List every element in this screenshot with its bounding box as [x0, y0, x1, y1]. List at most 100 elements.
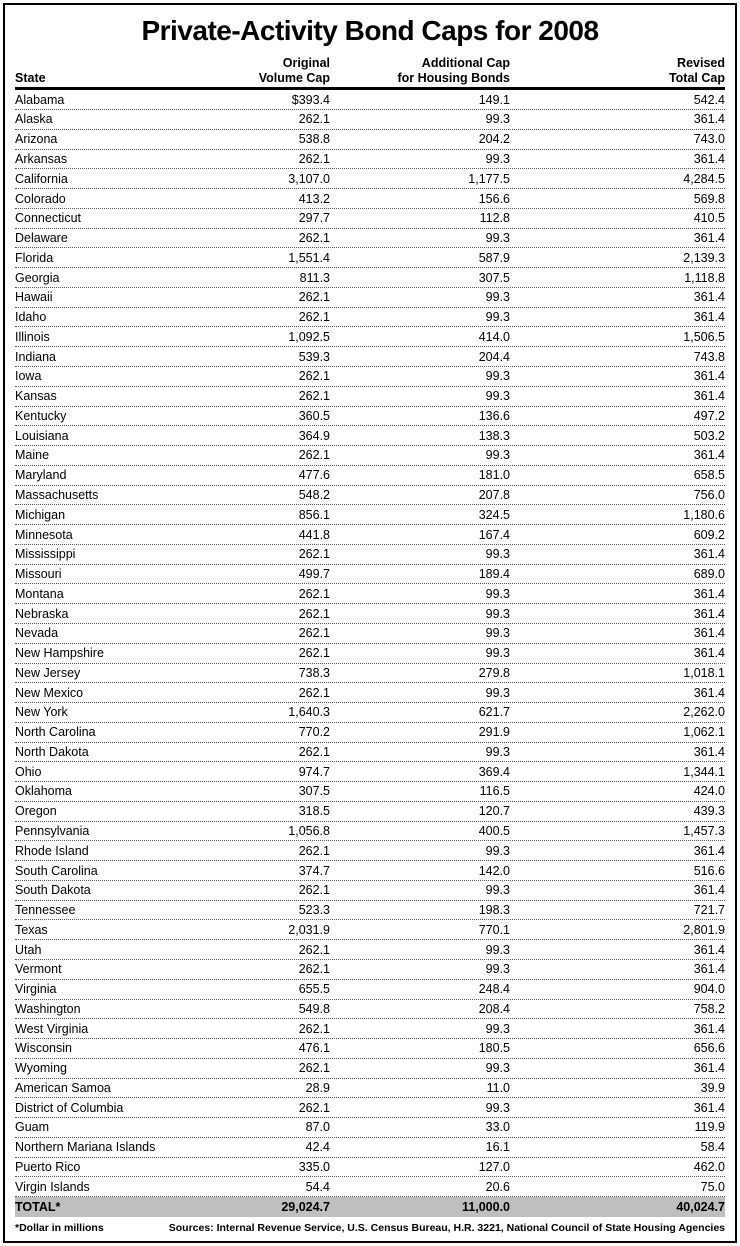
original-volume-cap-cell: 539.3: [298, 349, 330, 364]
state-cell: Michigan: [15, 507, 66, 522]
additional-cap-cell: 99.3: [485, 369, 510, 384]
additional-cap-cell: 291.9: [478, 725, 510, 740]
table-row: Georgia 811.3 307.5 1,118.8: [15, 268, 725, 288]
additional-cap-cell: 181.0: [478, 468, 510, 483]
revised-total-cap-cell: 758.2: [693, 1001, 725, 1016]
table-row: Maine 262.1 99.3 361.4: [15, 446, 725, 466]
additional-cap-cell: 99.3: [485, 448, 510, 463]
revised-total-cap-cell: 1,018.1: [683, 665, 725, 680]
original-volume-cap-cell: 1,056.8: [288, 824, 330, 838]
revised-total-cap-cell: 361.4: [693, 389, 725, 404]
table-row: Oklahoma 307.5 116.5 424.0: [15, 782, 725, 802]
table-row: Wyoming 262.1 99.3 361.4: [15, 1059, 725, 1079]
additional-cap-cell: 189.4: [478, 567, 510, 582]
header-revised-total-cap: Revised Total Cap: [668, 55, 725, 85]
table-row: Nevada 262.1 99.3 361.4: [15, 624, 725, 644]
table-row: Virgin Islands 54.4 20.6 75.0: [15, 1177, 725, 1198]
additional-cap-cell: 99.3: [485, 1061, 510, 1076]
additional-cap-cell: 120.7: [478, 804, 510, 819]
state-cell: Missouri: [15, 567, 62, 582]
state-cell: Illinois: [15, 329, 50, 344]
state-cell: Texas: [15, 922, 48, 937]
additional-cap-cell: 99.3: [485, 389, 510, 404]
state-cell: Minnesota: [15, 527, 73, 542]
state-cell: Alaska: [15, 112, 53, 127]
original-volume-cap-cell: 441.8: [298, 527, 330, 542]
revised-total-cap-cell: 516.6: [693, 863, 725, 878]
state-cell: North Dakota: [15, 744, 89, 759]
additional-cap-cell: 156.6: [478, 191, 510, 206]
additional-cap-cell: 99.3: [485, 606, 510, 621]
additional-cap-cell: 99.3: [485, 942, 510, 957]
state-cell: Georgia: [15, 270, 60, 285]
original-volume-cap-cell: 262.1: [298, 389, 330, 404]
state-cell: West Virginia: [15, 1021, 89, 1036]
revised-total-cap-cell: 462.0: [693, 1160, 725, 1175]
state-cell: Puerto Rico: [15, 1160, 81, 1175]
state-cell: Idaho: [15, 310, 47, 325]
header-state: State: [15, 70, 46, 85]
additional-cap-cell: 99.3: [485, 1100, 510, 1115]
additional-cap-cell: 142.0: [478, 863, 510, 878]
revised-total-cap-cell: 361.4: [693, 290, 725, 305]
original-volume-cap-cell: 360.5: [298, 408, 330, 423]
additional-cap-cell: 198.3: [478, 903, 510, 918]
table-row: South Carolina 374.7 142.0 516.6: [15, 861, 725, 881]
additional-cap-cell: 307.5: [478, 270, 510, 285]
table-row: Delaware 262.1 99.3 361.4: [15, 229, 725, 249]
revised-total-cap-cell: 503.2: [693, 428, 725, 443]
state-cell: Arizona: [15, 132, 58, 147]
state-cell: Northern Mariana Islands: [15, 1140, 156, 1155]
revised-total-cap-cell: 1,180.6: [683, 507, 725, 522]
additional-cap-cell: 136.6: [478, 408, 510, 423]
revised-total-cap-cell: 361.4: [693, 369, 725, 384]
additional-cap-cell: 149.1: [478, 92, 510, 107]
table-row: Utah 262.1 99.3 361.4: [15, 940, 725, 960]
total-additional-cap: 11,000.0: [462, 1200, 510, 1214]
table-row: Oregon 318.5 120.7 439.3: [15, 802, 725, 822]
additional-cap-cell: 99.3: [485, 547, 510, 562]
original-volume-cap-cell: 413.2: [298, 191, 330, 206]
original-volume-cap-cell: 318.5: [298, 804, 330, 819]
revised-total-cap-cell: 361.4: [693, 744, 725, 759]
table-row: Nebraska 262.1 99.3 361.4: [15, 604, 725, 624]
original-volume-cap-cell: 262.1: [298, 744, 330, 759]
state-cell: Louisiana: [15, 428, 69, 443]
page-title: Private-Activity Bond Caps for 2008: [141, 15, 599, 46]
revised-total-cap-cell: 542.4: [693, 92, 725, 107]
table-row: Hawaii 262.1 99.3 361.4: [15, 288, 725, 308]
original-volume-cap-cell: 811.3: [299, 270, 330, 285]
table-row: North Dakota 262.1 99.3 361.4: [15, 743, 725, 763]
revised-total-cap-cell: 361.4: [693, 843, 725, 858]
additional-cap-cell: 180.5: [478, 1041, 510, 1056]
revised-total-cap-cell: 361.4: [693, 962, 725, 977]
state-cell: Vermont: [15, 962, 62, 977]
state-cell: Utah: [15, 942, 42, 957]
revised-total-cap-cell: 756.0: [693, 487, 725, 502]
additional-cap-cell: 621.7: [478, 705, 510, 720]
revised-total-cap-cell: 569.8: [693, 191, 725, 206]
revised-total-cap-cell: 119.9: [694, 1120, 725, 1135]
original-volume-cap-cell: 2,031.9: [288, 922, 330, 937]
state-cell: Mississippi: [15, 547, 76, 562]
original-volume-cap-cell: 307.5: [298, 784, 330, 799]
table-row: Indiana 539.3 204.4 743.8: [15, 347, 725, 368]
state-cell: California: [15, 171, 68, 186]
revised-total-cap-cell: 58.4: [700, 1140, 725, 1155]
state-cell: Tennessee: [15, 903, 76, 918]
state-cell: Maryland: [15, 468, 67, 483]
table-row: Ohio 974.7 369.4 1,344.1: [15, 762, 725, 783]
original-volume-cap-cell: 262.1: [298, 448, 330, 463]
revised-total-cap-cell: 439.3: [693, 804, 725, 819]
original-volume-cap-cell: 54.4: [305, 1179, 330, 1194]
original-volume-cap-cell: 335.0: [298, 1160, 330, 1175]
state-cell: New York: [15, 705, 68, 720]
table-row: Arizona 538.8 204.2 743.0: [15, 130, 725, 150]
state-cell: Wisconsin: [15, 1041, 72, 1056]
additional-cap-cell: 204.2: [478, 132, 510, 147]
original-volume-cap-cell: 262.1: [298, 310, 330, 325]
additional-cap-cell: 279.8: [478, 665, 510, 680]
additional-cap-cell: 20.6: [485, 1179, 510, 1194]
table-row: Alaska 262.1 99.3 361.4: [15, 110, 725, 130]
table-row: Rhode Island 262.1 99.3 361.4: [15, 841, 725, 862]
